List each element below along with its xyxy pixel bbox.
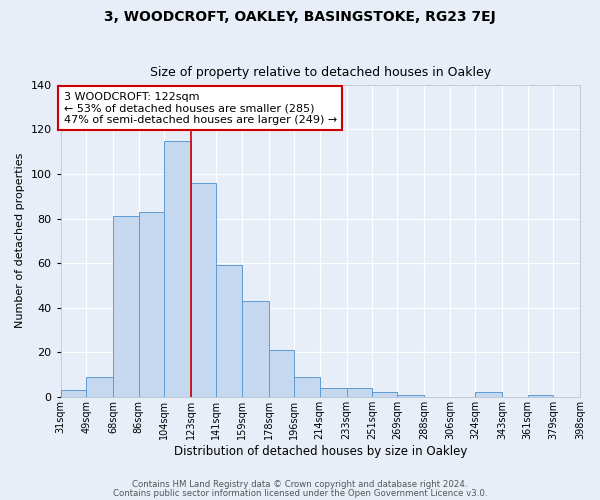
Bar [217, 266, 242, 397]
Bar [372, 392, 397, 397]
Bar [347, 388, 372, 397]
Bar [320, 388, 347, 397]
Text: 3 WOODCROFT: 122sqm
← 53% of detached houses are smaller (285)
47% of semi-detac: 3 WOODCROFT: 122sqm ← 53% of detached ho… [64, 92, 337, 124]
Bar [242, 301, 269, 397]
Text: 3, WOODCROFT, OAKLEY, BASINGSTOKE, RG23 7EJ: 3, WOODCROFT, OAKLEY, BASINGSTOKE, RG23 … [104, 10, 496, 24]
Bar [269, 350, 294, 397]
Bar [475, 392, 502, 397]
Bar [397, 394, 424, 397]
X-axis label: Distribution of detached houses by size in Oakley: Distribution of detached houses by size … [173, 444, 467, 458]
Bar [294, 376, 320, 397]
Bar [191, 183, 217, 397]
Text: Contains public sector information licensed under the Open Government Licence v3: Contains public sector information licen… [113, 490, 487, 498]
Bar [61, 390, 86, 397]
Bar [86, 376, 113, 397]
Title: Size of property relative to detached houses in Oakley: Size of property relative to detached ho… [150, 66, 491, 80]
Bar [139, 212, 164, 397]
Bar [164, 140, 191, 397]
Text: Contains HM Land Registry data © Crown copyright and database right 2024.: Contains HM Land Registry data © Crown c… [132, 480, 468, 489]
Bar [527, 394, 553, 397]
Y-axis label: Number of detached properties: Number of detached properties [15, 153, 25, 328]
Bar [113, 216, 139, 397]
